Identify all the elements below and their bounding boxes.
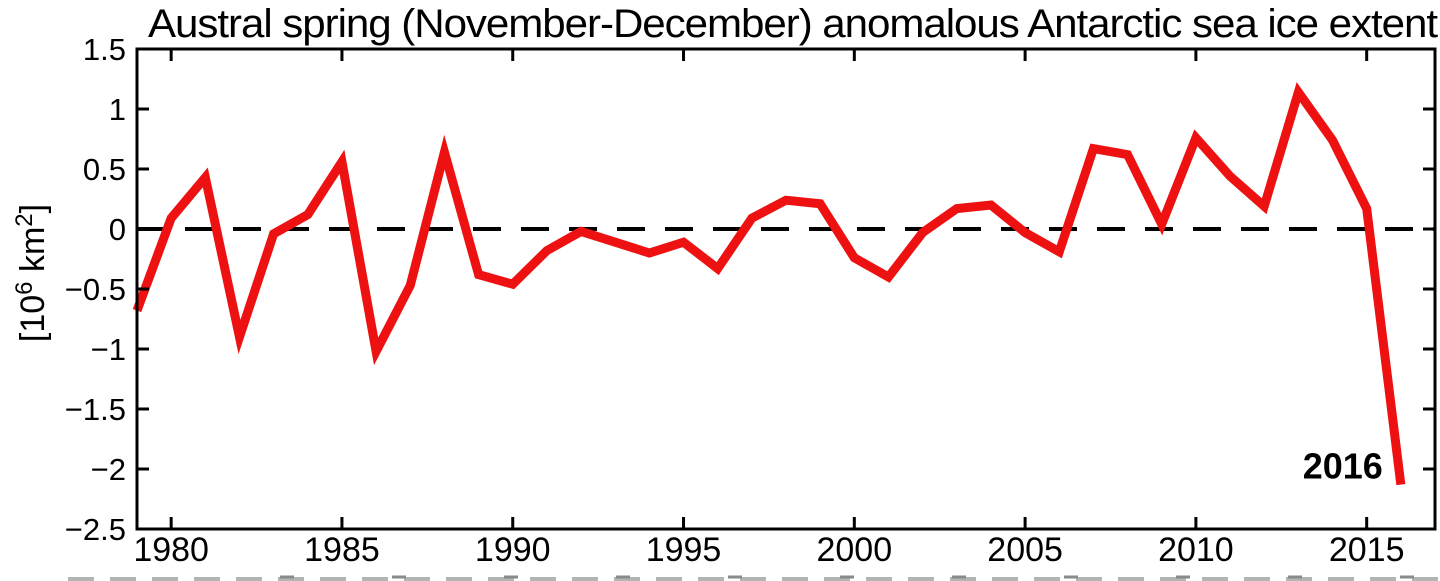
x-tick-label: 2000: [816, 531, 892, 569]
y-tick-label: −2.5: [65, 512, 126, 547]
x-tick-label: 1985: [304, 531, 380, 569]
axes-box: [135, 47, 1437, 531]
x-tick-label: 2010: [1158, 531, 1234, 569]
y-tick-label: 1.5: [83, 32, 126, 67]
x-tick-label: 2005: [987, 531, 1063, 569]
x-tick-label: 2015: [1329, 531, 1405, 569]
sea-ice-anomaly-line: [132, 82, 1406, 486]
y-axis-label: [106​ km2​]: [11, 204, 52, 342]
y-tick-label: −2: [91, 452, 126, 487]
y-tick-label: −1.5: [65, 392, 126, 427]
x-tick-label: 1990: [475, 531, 551, 569]
y-tick-label: −0.5: [65, 272, 126, 307]
y-tick-label: −1: [91, 332, 126, 367]
x-tick-label: 1980: [133, 531, 209, 569]
annotation-2016: 2016: [1303, 446, 1383, 487]
y-tick-label: 0: [109, 212, 126, 247]
y-tick-label: 0.5: [83, 152, 126, 187]
x-tick-label: 1995: [646, 531, 722, 569]
chart-title: Austral spring (November-December) anoma…: [148, 2, 1438, 46]
y-tick-label: 1: [109, 92, 126, 127]
